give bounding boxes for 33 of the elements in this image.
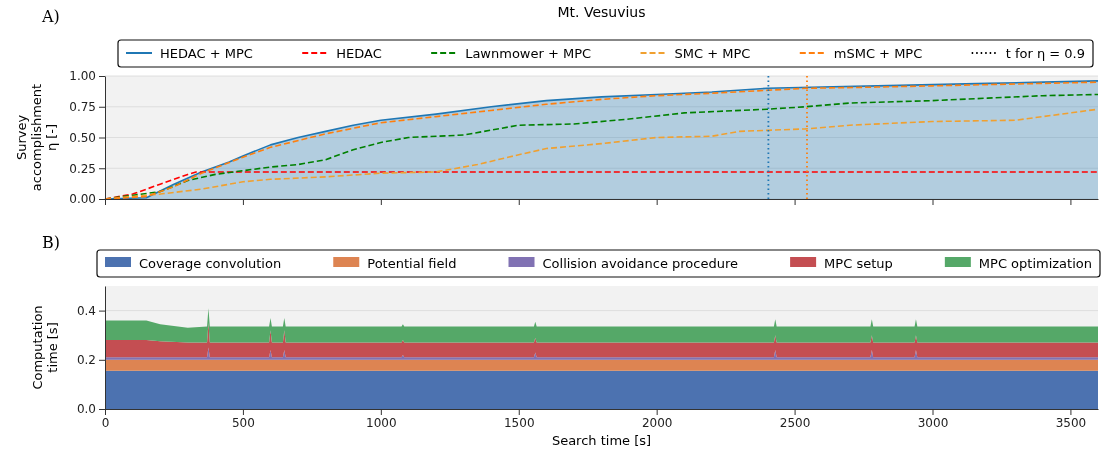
y-tick-label: 0.75	[69, 100, 96, 115]
legend-label: Potential field	[367, 256, 457, 271]
text: A)	[41, 7, 60, 26]
y-tick-label: 0.2	[76, 353, 96, 368]
legend-label: Collision avoidance procedure	[542, 256, 739, 271]
x-tick-label: 1500	[503, 415, 535, 430]
legend-label: mSMC + MPC	[833, 46, 923, 61]
x-tick-label: 2500	[779, 415, 811, 430]
y-tick-label: 0.50	[69, 130, 96, 145]
y-tick-label: 0.25	[69, 161, 96, 176]
x-tick-label: 2000	[641, 415, 673, 430]
x-axis-title: Search time [s]	[551, 433, 652, 448]
chart-title: Mt. Vesuvius	[557, 4, 646, 20]
y-tick-label: 0.0	[76, 402, 96, 417]
y-axis-title: Computation time [s]	[29, 305, 60, 390]
x-tick-label: 0	[101, 415, 110, 430]
text: t for η = 0.9	[1005, 46, 1085, 61]
legend-label: MPC optimization	[978, 256, 1092, 271]
legend-label: Coverage convolution	[139, 256, 282, 271]
x-tick-label: 500	[231, 415, 255, 430]
legend-label: Lawnmower + MPC	[465, 46, 592, 61]
x-tick-label: 3500	[1055, 415, 1087, 430]
y-axis-title: Survey accomplishment η [-]	[14, 83, 59, 192]
legend-label: SMC + MPC	[674, 46, 751, 61]
legend-label: MPC setup	[824, 256, 893, 271]
text: B)	[42, 233, 60, 252]
legend-label: HEDAC + MPC	[160, 46, 253, 61]
y-tick-label: 1.00	[69, 69, 96, 84]
legend-label: HEDAC	[336, 46, 382, 61]
y-tick-label: 0.4	[76, 303, 96, 318]
x-tick-label: 1000	[366, 415, 397, 430]
y-tick-label: 0.00	[69, 192, 96, 207]
x-tick-label: 3000	[917, 415, 949, 430]
